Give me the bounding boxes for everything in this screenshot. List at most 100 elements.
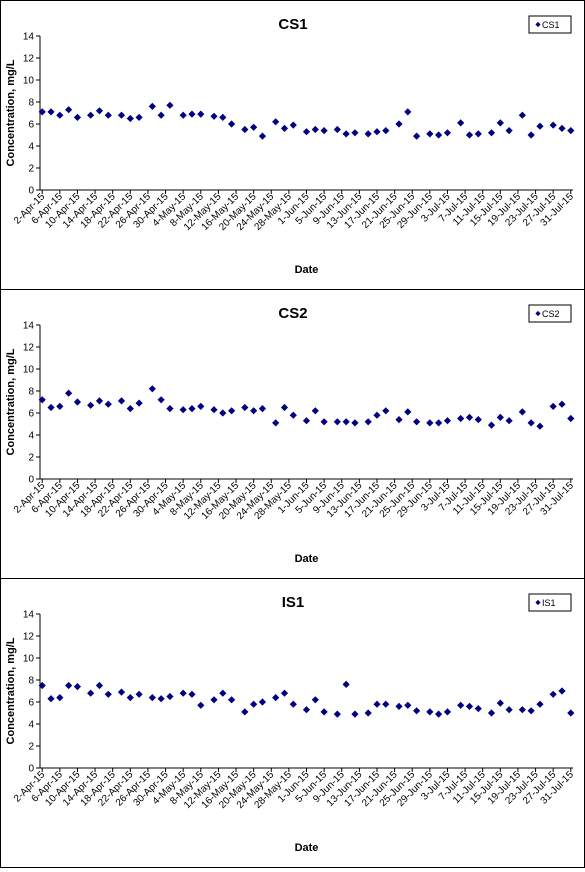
data-point [320, 127, 328, 135]
data-point [373, 700, 381, 708]
data-point [333, 418, 341, 426]
data-point [210, 406, 218, 414]
data-point [364, 709, 372, 717]
data-point [435, 710, 443, 718]
legend-marker [535, 21, 541, 28]
y-axis-label: Concentration, mg/L [5, 637, 17, 744]
legend-box [528, 15, 572, 34]
x-axis-label: Date [295, 553, 319, 565]
data-point [311, 696, 319, 704]
data-point [351, 129, 359, 137]
y-tick-label: 4 [28, 431, 34, 442]
data-point [219, 689, 227, 697]
data-point [179, 689, 187, 697]
data-point [228, 120, 236, 128]
data-point [289, 700, 297, 708]
x-axis-label: Date [295, 842, 319, 854]
data-point [342, 130, 350, 138]
data-point [117, 688, 126, 696]
data-point [395, 120, 403, 128]
data-point [210, 696, 218, 704]
data-point [250, 407, 258, 415]
data-point [505, 127, 513, 135]
data-point [219, 409, 227, 417]
data-point [487, 421, 496, 429]
data-point [289, 121, 297, 129]
data-point [228, 696, 236, 704]
data-point [117, 111, 126, 119]
y-axis-label: Concentration, mg/L [5, 59, 17, 166]
data-point [457, 119, 465, 127]
data-point [465, 413, 474, 421]
data-point [272, 118, 280, 126]
y-tick-label: 8 [28, 98, 34, 109]
y-tick-label: 0 [28, 475, 34, 486]
data-point [382, 127, 390, 135]
y-tick-label: 0 [28, 764, 34, 775]
data-point [395, 702, 403, 710]
data-point [567, 127, 575, 135]
y-tick-label: 12 [23, 632, 35, 643]
data-point [404, 408, 412, 416]
y-tick-label: 6 [28, 120, 34, 131]
data-point [157, 695, 165, 703]
data-point [474, 130, 482, 138]
data-point [505, 706, 513, 714]
data-point [320, 418, 328, 426]
data-point [166, 101, 174, 109]
data-point [87, 689, 95, 697]
data-point [47, 695, 55, 703]
chart-svg: CS1024681012142-Apr-156-Apr-1510-Apr-151… [5, 15, 576, 276]
legend: IS1 [528, 593, 572, 612]
y-tick-label: 0 [28, 186, 34, 197]
data-point [487, 129, 496, 137]
data-point [435, 131, 443, 139]
data-point [373, 411, 381, 419]
data-point [426, 419, 434, 427]
legend-label: CS2 [542, 309, 560, 319]
data-point [342, 680, 350, 688]
data-point [496, 413, 504, 421]
data-point [179, 406, 187, 414]
y-tick-label: 12 [23, 54, 35, 65]
data-point [536, 700, 544, 708]
data-point [87, 111, 95, 119]
y-tick-label: 12 [23, 343, 35, 354]
legend: CS2 [528, 304, 572, 323]
data-point [135, 399, 143, 407]
data-point [188, 110, 196, 118]
data-point [404, 108, 412, 116]
data-point [302, 128, 311, 136]
legend-box [528, 593, 572, 612]
y-tick-label: 2 [28, 164, 34, 175]
y-tick-label: 6 [28, 409, 34, 420]
y-tick-label: 10 [23, 76, 35, 87]
data-point [280, 124, 289, 132]
data-point [65, 681, 73, 690]
y-tick-label: 14 [23, 32, 35, 43]
data-point [73, 398, 82, 406]
y-tick-label: 4 [28, 142, 34, 153]
data-point [496, 699, 504, 707]
data-point [395, 416, 403, 424]
data-point [413, 707, 421, 715]
data-point [148, 694, 156, 702]
data-point [280, 403, 289, 412]
y-tick-label: 6 [28, 698, 34, 709]
y-tick-label: 4 [28, 720, 34, 731]
y-tick-label: 2 [28, 742, 34, 753]
data-point [166, 692, 174, 701]
data-point [56, 111, 64, 119]
data-point [382, 407, 390, 415]
x-axis-label: Date [295, 264, 319, 276]
data-point [148, 385, 156, 393]
data-point [443, 129, 452, 137]
data-point [73, 113, 82, 121]
data-point [104, 690, 112, 698]
data-point [373, 128, 381, 136]
y-tick-label: 10 [23, 654, 35, 665]
data-point [474, 416, 482, 424]
chart-panel-cs1: CS1 0 2 4 6 8 10 12 14 2-Apr-15 6-Apr-15 10-Apr-15 1… [0, 0, 585, 290]
data-point [558, 124, 566, 132]
